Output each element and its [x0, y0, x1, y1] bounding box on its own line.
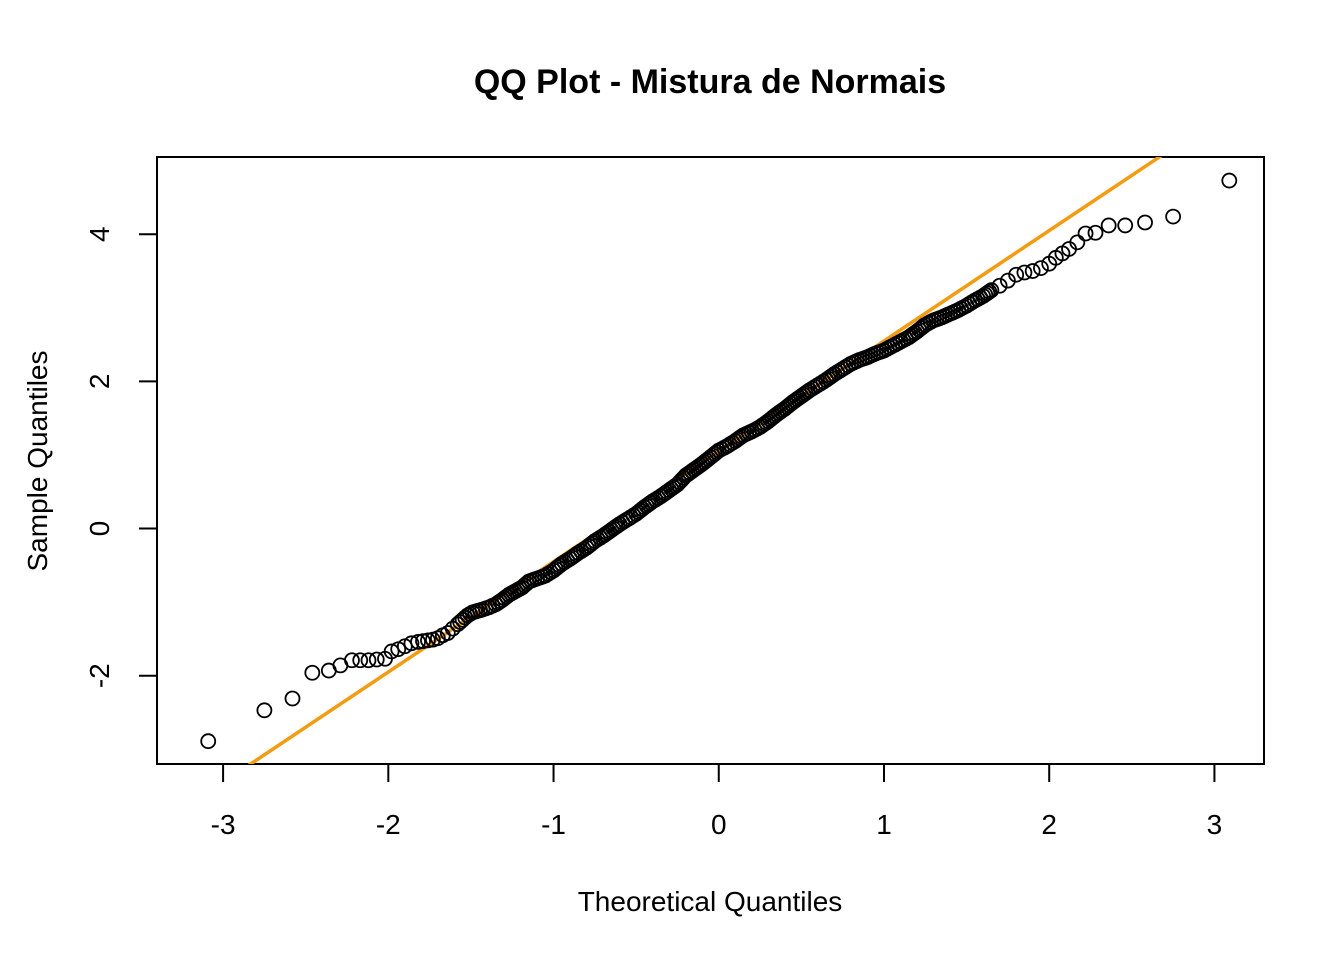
- y-tick-label: 2: [84, 374, 115, 390]
- y-tick-label: 0: [84, 521, 115, 537]
- data-point: [403, 635, 420, 652]
- x-tick-label: 0: [711, 809, 727, 840]
- data-point: [983, 282, 1000, 299]
- x-tick-label: -2: [376, 809, 401, 840]
- data-point: [1117, 217, 1134, 234]
- data-point: [1087, 224, 1104, 241]
- data-point: [1221, 172, 1238, 189]
- x-tick-label: 3: [1207, 809, 1223, 840]
- data-point: [284, 690, 301, 707]
- y-axis-label: Sample Quantiles: [22, 350, 53, 571]
- x-tick-label: 1: [876, 809, 892, 840]
- points-layer: [200, 172, 1238, 750]
- data-point: [383, 643, 400, 660]
- data-point: [1033, 260, 1049, 276]
- data-point: [979, 285, 996, 302]
- y-tick-label: 4: [84, 226, 115, 242]
- data-point: [344, 652, 360, 669]
- data-point: [1077, 225, 1094, 242]
- data-point: [991, 277, 1008, 294]
- data-point: [1000, 272, 1016, 289]
- x-tick-label: -3: [211, 809, 236, 840]
- x-axis: -3 -2 -1 0 1 2 3: [211, 763, 1223, 840]
- data-point: [1165, 208, 1182, 225]
- data-point: [256, 702, 273, 719]
- data-point: [368, 651, 385, 668]
- data-point: [1137, 214, 1153, 231]
- data-point: [1024, 263, 1041, 279]
- x-tick-label: 2: [1041, 809, 1057, 840]
- data-point: [352, 652, 369, 669]
- y-tick-label: -2: [84, 663, 115, 688]
- x-axis-label: Theoretical Quantiles: [578, 886, 843, 917]
- data-point: [1069, 234, 1086, 251]
- chart-title: QQ Plot - Mistura de Normais: [474, 63, 946, 101]
- data-point: [1016, 264, 1033, 281]
- data-point: [200, 733, 217, 750]
- data-point: [1008, 266, 1025, 283]
- data-point: [1100, 217, 1117, 234]
- data-point: [415, 633, 431, 650]
- data-point: [360, 652, 377, 669]
- data-point: [439, 625, 456, 641]
- data-point: [420, 632, 436, 649]
- data-point: [304, 664, 321, 681]
- y-axis: -2 0 2 4: [84, 226, 158, 688]
- data-point: [410, 633, 426, 650]
- x-tick-label: -1: [541, 809, 566, 840]
